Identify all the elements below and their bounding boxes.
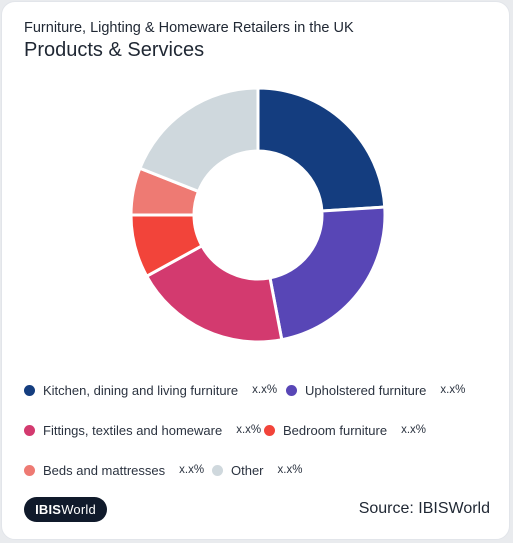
legend-value-fittings: x.x% [236,424,262,436]
legend-row-1: Kitchen, dining and living furniture x.x… [24,380,465,400]
legend-swatch-beds [24,464,35,476]
legend-swatch-bedroom [264,424,275,436]
legend-label-other: Other [231,462,264,478]
chart-subtitle: Furniture, Lighting & Homeware Retailers… [24,20,354,36]
legend-swatch-upholstered [286,384,297,396]
logo-rest-text: World [61,502,96,517]
chart-title: Products & Services [24,39,205,61]
legend-item-other: Other x.x% [212,463,302,478]
legend-row-3: Beds and mattresses x.x% Other x.x% [24,460,302,480]
legend-item-kitchen: Kitchen, dining and living furniture x.x… [24,383,286,398]
donut-slice-other [137,86,260,194]
legend-value-bedroom: x.x% [401,424,426,436]
donut-slice-kitchen [256,86,387,213]
legend-label-upholstered: Upholstered furniture [305,382,427,398]
source-label: Source: IBISWorld [358,500,490,517]
legend-swatch-other [212,464,223,476]
legend-item-bedroom: Bedroom furniture x.x% [264,423,426,438]
legend-item-beds: Beds and mattresses x.x% [24,463,212,478]
legend-item-upholstered: Upholstered furniture x.x% [286,383,465,398]
legend-row-2: Fittings, textiles and homeware x.x% Bed… [24,420,426,440]
logo-bold-text: IBIS [35,502,62,517]
legend-value-beds: x.x% [179,464,205,476]
legend-value-other: x.x% [277,464,303,476]
legend-label-fittings: Fittings, textiles and homeware [43,422,223,438]
donut-chart [129,86,387,344]
legend-value-kitchen: x.x% [252,384,278,396]
legend-label-bedroom: Bedroom furniture [283,422,388,438]
legend-item-fittings: Fittings, textiles and homeware x.x% [24,423,264,438]
legend-swatch-fittings [24,424,35,436]
legend-swatch-kitchen [24,384,35,396]
donut-slice-upholstered [268,205,387,342]
ibisworld-logo: IBIS World [24,497,107,522]
legend-label-beds: Beds and mattresses [43,462,166,478]
legend-label-kitchen: Kitchen, dining and living furniture [43,382,239,398]
legend-value-upholstered: x.x% [440,384,466,396]
